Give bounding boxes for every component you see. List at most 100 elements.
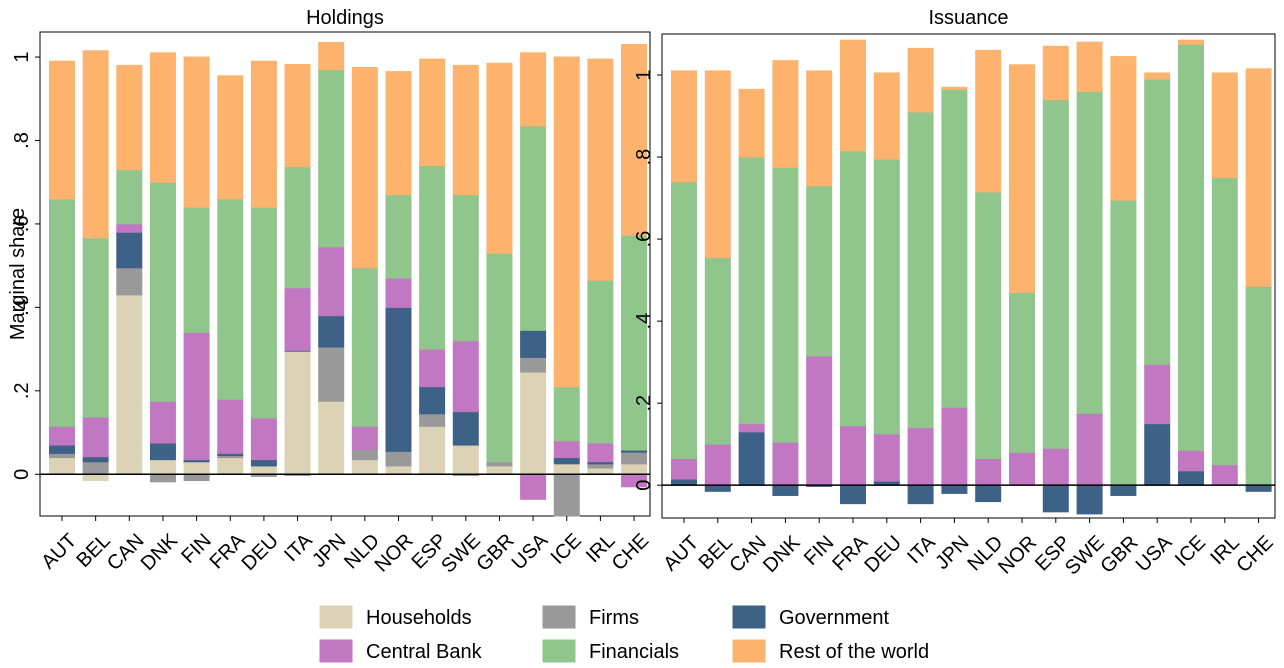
legend-swatch <box>732 605 766 629</box>
bar-segment: Government <box>553 457 580 465</box>
legend-label: Households <box>366 607 472 629</box>
bar-segment: Households <box>520 371 547 475</box>
x-tick-label: CHE <box>1232 532 1277 577</box>
bar-segment: Central Bank <box>452 340 479 413</box>
bar-segment: Government <box>1144 423 1171 486</box>
bar-segment: Rest of the world <box>116 64 143 171</box>
bar-segment: Central Bank <box>553 440 580 459</box>
bar-segment: Financials <box>772 166 799 443</box>
bar-segment: Firms <box>351 448 378 461</box>
bar-segment: Firms <box>520 356 547 373</box>
bar-segment: Financials <box>1178 43 1204 451</box>
bar-segment: Financials <box>520 125 547 331</box>
bar-segment: Government <box>704 484 731 492</box>
bar-segment: Central Bank <box>1211 464 1238 486</box>
bar-segment: Central Bank <box>806 355 833 486</box>
y-tick-label: .6 <box>633 231 655 248</box>
bar-segment: Households <box>486 465 513 475</box>
bar-segment: Households <box>49 457 75 475</box>
bar-segment: Firms <box>486 461 513 467</box>
x-tick-label: DNK <box>759 531 805 577</box>
bar-segment: Households <box>82 473 109 482</box>
x-tick-label: NOR <box>994 532 1041 579</box>
bar-segment: Households <box>351 459 378 475</box>
bar-segment: Firms <box>49 452 75 459</box>
bar-segment: Central Bank <box>351 425 378 450</box>
y-tick-label: .4 <box>633 313 655 330</box>
bar-segment: Rest of the world <box>704 70 731 259</box>
bar-segment: Rest of the world <box>975 49 1002 193</box>
bar-segment: Firms <box>587 463 614 469</box>
bar-segment: Central Bank <box>419 348 446 388</box>
x-tick-label: CHE <box>608 530 653 575</box>
bar-segment: Rest of the world <box>1076 41 1103 92</box>
bar-segment: Financials <box>1245 285 1272 486</box>
bar-segment: Rest of the world <box>772 60 799 168</box>
bar-segment: Households <box>385 465 412 475</box>
bar-segment: Financials <box>587 279 614 444</box>
bar-segment: Central Bank <box>1076 412 1103 486</box>
bar-segment: Rest of the world <box>183 56 210 208</box>
y-axis-label: Marginal share <box>7 208 29 340</box>
bar-segment: Rest of the world <box>419 58 446 167</box>
bar-segment: Rest of the world <box>738 88 765 158</box>
bar-segment: Households <box>149 459 176 475</box>
bar-segment: Government <box>1245 484 1272 492</box>
bar-segment: Government <box>82 456 109 463</box>
bar-segment: Financials <box>1042 99 1069 449</box>
legend-swatch <box>319 639 353 663</box>
bar-segment: Households <box>419 425 446 475</box>
legend-label: Central Bank <box>366 641 483 663</box>
bar-segment: Households <box>318 400 345 475</box>
bar-segment: Financials <box>840 150 866 427</box>
bar-segment: Government <box>975 484 1002 503</box>
bar-segment: Rest of the world <box>671 70 697 183</box>
y-tick-label: .8 <box>11 132 33 149</box>
bar-segment: Rest of the world <box>553 56 580 388</box>
bar-segment: Government <box>671 478 697 486</box>
x-tick-label: NOR <box>371 530 418 577</box>
bar-segment: Financials <box>1076 90 1103 414</box>
bar-segment: Government <box>738 431 765 486</box>
bar-segment: Households <box>284 350 311 475</box>
bar-segment: Firms <box>183 473 210 482</box>
legend-label: Firms <box>589 607 639 629</box>
bar-segment: Central Bank <box>1178 449 1204 472</box>
bar-segment: Rest of the world <box>1144 72 1171 80</box>
bar-segment: Financials <box>486 252 513 463</box>
x-tick-label: ICE <box>547 530 586 569</box>
bar-segment: Financials <box>49 198 75 427</box>
bar-segment: Rest of the world <box>840 39 866 152</box>
bar-segment: Financials <box>671 181 697 460</box>
bar-segment: Central Bank <box>907 427 934 486</box>
bar-segment: Financials <box>217 198 244 400</box>
bar-segment: Central Bank <box>385 277 412 308</box>
bar-segment: Financials <box>907 111 934 429</box>
bar-segment: Rest of the world <box>452 64 479 196</box>
bar-segment: Rest of the world <box>385 71 412 196</box>
bar-segment: Financials <box>941 88 968 408</box>
y-tick-label: 1 <box>11 51 33 62</box>
bar-segment: Government <box>318 315 345 348</box>
legend-label: Financials <box>589 641 679 663</box>
x-tick-label: AUT <box>37 530 81 574</box>
x-tick-label: DEU <box>861 532 906 577</box>
bar-segment: Firms <box>318 346 345 402</box>
bar-segment: Central Bank <box>704 443 731 486</box>
bar-segment: Central Bank <box>250 417 277 461</box>
bar-segment: Government <box>250 459 277 467</box>
bar-segment: Government <box>941 484 968 494</box>
legend-label: Government <box>779 607 889 629</box>
bar-segment: Rest of the world <box>907 47 934 113</box>
x-tick-label: CAN <box>725 532 770 577</box>
bar-segment: Rest of the world <box>806 70 833 187</box>
bar-segment: Government <box>1042 484 1069 513</box>
bar-segment: Central Bank <box>217 398 244 454</box>
x-tick-label: SWE <box>1061 532 1109 580</box>
bar-segment: Financials <box>419 165 446 350</box>
bar-segment: Rest of the world <box>621 44 648 236</box>
bar-segment: Financials <box>452 194 479 342</box>
bar-segment: Rest of the world <box>217 75 244 200</box>
y-tick-label: .2 <box>633 395 655 412</box>
bar-segment: Households <box>250 465 277 475</box>
